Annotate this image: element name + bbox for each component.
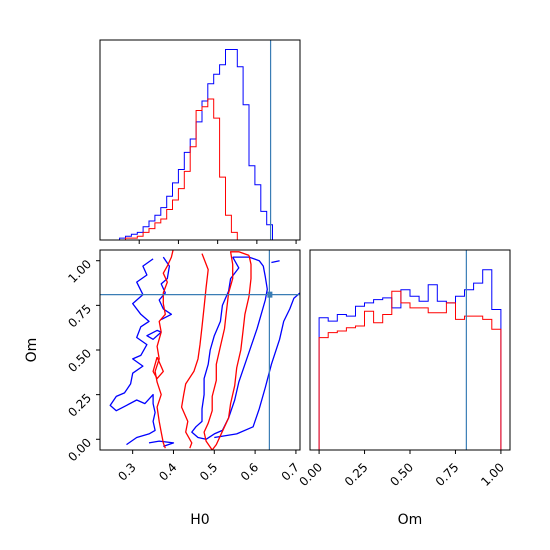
- blue-contour-line: [109, 258, 156, 446]
- blue-contour-line: [158, 256, 173, 321]
- red-contour-line: [180, 253, 209, 449]
- h0-marginal-frame: [99, 39, 301, 241]
- blue-contour-line: [146, 329, 162, 340]
- blue-contour-line: [148, 440, 175, 448]
- y-axis-label-om: Om: [24, 338, 40, 363]
- red-contour-line: [203, 251, 252, 450]
- x-axis-label-h0: H0: [190, 512, 209, 528]
- om-histogram-series: [318, 269, 502, 450]
- blue-om-histogram: [318, 269, 502, 450]
- h0-marginal-ticks: [138, 240, 297, 244]
- truth-marker: [267, 291, 273, 298]
- h0-om-truth-lines: [100, 250, 300, 450]
- x-axis-label-om: Om: [398, 512, 423, 528]
- blue-contour-line: [191, 256, 268, 440]
- blue-contour-line: [214, 292, 300, 439]
- red-om-histogram: [318, 290, 502, 450]
- red-contour-line: [154, 250, 174, 449]
- h0-om-contours: [109, 250, 300, 450]
- blue-contour-line: [271, 260, 280, 264]
- h0-marginal-panel: [99, 39, 301, 244]
- red-contour-line: [152, 356, 164, 380]
